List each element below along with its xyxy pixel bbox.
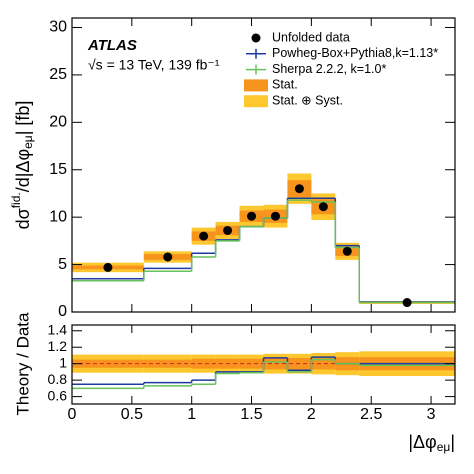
y-label-part: | [fb] [13,101,33,136]
legend-label: Stat. [272,78,298,92]
legend-label: Unfolded data [272,30,350,44]
legend-swatch [244,95,268,108]
data-point [342,246,352,256]
data-point [294,184,304,194]
data-point [318,202,328,212]
legend-label: Sherpa 2.2.2, k=1.0* [272,62,386,76]
y-tick-label: 0.8 [48,371,68,387]
y-tick-label: 20 [49,114,67,131]
data-point [163,252,173,262]
stat-band [239,358,264,369]
x-tick-label: 0 [68,406,77,423]
energy-label: √s = 13 TeV, 139 fb⁻¹ [88,57,220,73]
data-point [103,262,113,272]
x-tick-label: 0.5 [121,406,143,423]
y-tick-label: 1.2 [48,338,68,354]
x-tick-label: 1.5 [240,406,262,423]
data-point [223,225,233,235]
legend-label: Powheg-Box+Pythia8,k=1.13* [272,46,438,60]
y-tick-label: 0 [58,303,67,320]
y-axis-label: dσfid./d|Δφeμ| [fb] [9,101,35,230]
legend-label: Stat. ⊕ Syst. [272,93,343,107]
y-label-part: dσ [13,208,33,229]
y-label-part: fid. [9,192,23,208]
legend-marker [251,33,261,43]
legend-swatch [244,79,268,92]
stat-band [191,358,216,369]
y-tick-label: 1.4 [48,321,68,337]
atlas-label: ATLAS [87,37,137,54]
data-point [247,211,257,221]
x-tick-label: 2.5 [360,406,382,423]
y-label-part: /d|Δφ [13,149,33,192]
frame [71,17,456,313]
stat-band [311,357,336,370]
x-label-part: eμ [437,440,451,454]
y-tick-label: 5 [58,256,67,273]
y-tick-label: 1 [59,354,67,370]
data-point [199,231,209,241]
x-axis-label: |Δφeμ| [408,432,455,454]
ratio-y-label: Theory / Data [13,312,32,416]
y-label-part: eμ [21,135,35,149]
y-tick-label: 15 [49,161,67,178]
x-tick-label: 1 [187,406,196,423]
x-tick-label: 2 [307,406,316,423]
data-point [402,298,412,308]
data-point [270,211,280,221]
x-label-part: | [450,432,455,452]
y-tick-label: 25 [49,66,67,83]
y-tick-label: 10 [49,208,67,225]
x-label-part: |Δφ [408,432,436,452]
y-tick-label: 0.6 [48,387,68,403]
stat-band [143,359,192,368]
x-tick-label: 3 [427,406,436,423]
y-tick-label: 30 [49,19,67,36]
frame [71,324,456,405]
